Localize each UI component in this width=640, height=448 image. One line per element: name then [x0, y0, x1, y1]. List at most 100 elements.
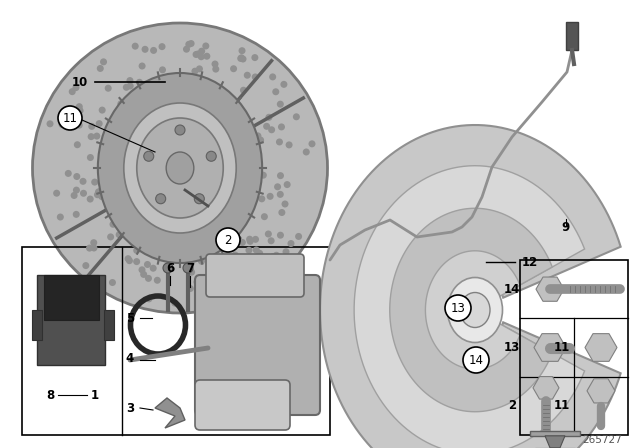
Circle shape [253, 186, 260, 193]
Circle shape [277, 232, 284, 239]
Circle shape [268, 126, 275, 133]
Circle shape [196, 65, 203, 73]
Circle shape [125, 216, 132, 223]
Circle shape [198, 258, 205, 265]
Polygon shape [426, 251, 520, 369]
Circle shape [74, 173, 80, 180]
Circle shape [246, 236, 253, 243]
Text: 5: 5 [126, 311, 134, 324]
Circle shape [239, 47, 246, 54]
Circle shape [68, 88, 76, 95]
Circle shape [249, 175, 256, 182]
Polygon shape [530, 431, 580, 436]
Circle shape [86, 245, 93, 252]
Circle shape [266, 114, 273, 121]
Circle shape [144, 151, 154, 161]
Circle shape [80, 190, 87, 197]
Circle shape [278, 123, 285, 130]
Circle shape [76, 103, 83, 110]
Text: 8: 8 [46, 388, 54, 401]
Circle shape [227, 99, 234, 106]
Circle shape [239, 56, 246, 63]
Circle shape [74, 141, 81, 148]
Circle shape [117, 100, 124, 107]
Circle shape [83, 262, 90, 269]
Circle shape [230, 65, 237, 72]
Circle shape [246, 247, 252, 254]
Text: 3: 3 [126, 401, 134, 414]
Circle shape [204, 53, 211, 60]
Circle shape [191, 95, 198, 102]
Circle shape [145, 275, 152, 282]
Circle shape [183, 79, 190, 86]
Circle shape [273, 252, 280, 259]
Text: 11: 11 [554, 399, 570, 412]
Text: 7: 7 [186, 262, 194, 275]
Circle shape [175, 80, 182, 87]
Circle shape [136, 79, 143, 86]
Circle shape [445, 295, 471, 321]
Circle shape [188, 40, 195, 47]
Circle shape [127, 82, 134, 90]
Ellipse shape [98, 73, 262, 263]
Polygon shape [545, 436, 565, 448]
Circle shape [57, 214, 64, 220]
Circle shape [114, 190, 121, 196]
Circle shape [282, 201, 289, 207]
Circle shape [116, 231, 123, 238]
Circle shape [190, 90, 197, 98]
Circle shape [188, 269, 195, 276]
Circle shape [99, 164, 106, 171]
Circle shape [150, 47, 157, 54]
Circle shape [263, 123, 270, 130]
Circle shape [94, 191, 101, 198]
Text: 2: 2 [224, 233, 232, 246]
Circle shape [224, 221, 231, 228]
Circle shape [187, 285, 194, 292]
Circle shape [62, 116, 69, 123]
Circle shape [107, 233, 114, 241]
Circle shape [217, 87, 224, 94]
Circle shape [261, 213, 268, 220]
Circle shape [181, 73, 188, 80]
Circle shape [184, 248, 191, 255]
Circle shape [154, 277, 161, 284]
Circle shape [127, 77, 133, 84]
Circle shape [255, 132, 261, 139]
Polygon shape [320, 125, 621, 448]
Circle shape [269, 73, 276, 80]
Circle shape [141, 46, 148, 53]
Circle shape [278, 209, 285, 216]
Circle shape [202, 43, 209, 49]
Circle shape [227, 209, 234, 215]
Circle shape [243, 260, 250, 267]
Circle shape [276, 138, 283, 146]
Circle shape [88, 133, 95, 140]
Circle shape [148, 235, 155, 242]
Circle shape [212, 65, 220, 73]
Circle shape [145, 295, 152, 302]
Circle shape [133, 247, 140, 254]
Circle shape [105, 85, 112, 92]
Circle shape [104, 154, 111, 161]
Circle shape [280, 81, 287, 88]
Circle shape [293, 113, 300, 121]
Circle shape [308, 140, 316, 147]
Text: 12: 12 [522, 255, 538, 268]
Circle shape [140, 231, 147, 238]
Circle shape [159, 239, 166, 246]
Circle shape [277, 172, 284, 179]
Bar [22, 247, 330, 435]
Circle shape [242, 132, 249, 138]
Circle shape [92, 179, 98, 185]
FancyBboxPatch shape [195, 275, 320, 415]
Circle shape [269, 253, 276, 260]
Circle shape [149, 80, 156, 87]
Circle shape [109, 179, 116, 185]
Circle shape [159, 66, 166, 73]
Circle shape [73, 211, 80, 218]
Bar [566, 22, 578, 50]
Circle shape [115, 126, 122, 133]
Circle shape [70, 192, 77, 199]
Text: 1: 1 [91, 388, 99, 401]
